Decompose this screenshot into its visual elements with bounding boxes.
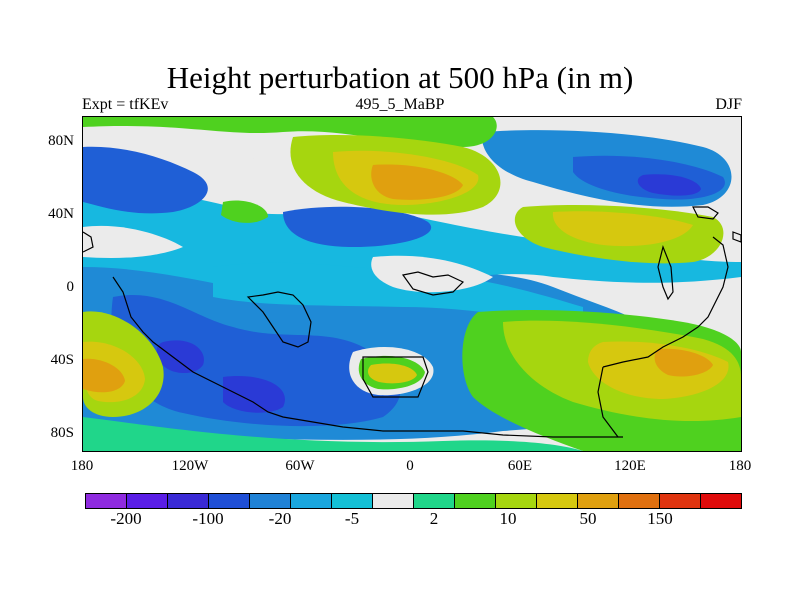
colorbar-label: 10 [499, 509, 517, 528]
colorbar-swatch [127, 494, 168, 508]
lon-label-180w: 180 [70, 458, 94, 474]
coastline [83, 206, 741, 438]
colorbar-swatch [373, 494, 414, 508]
map-panel [82, 116, 742, 452]
experiment-label: Expt = tfKEv [82, 96, 169, 113]
colorbar-swatch [209, 494, 250, 508]
colorbar-swatch [291, 494, 332, 508]
positive-region [83, 417, 583, 451]
negative-region [283, 206, 432, 247]
negative-region [111, 294, 401, 427]
colorbar-label: 2 [429, 509, 439, 528]
period-label: 495_5_MaBP [355, 96, 445, 113]
lat-label-80s: 80S [50, 425, 74, 441]
negative-region [223, 376, 285, 413]
lon-label-120e: 120E [614, 458, 646, 474]
lon-label-180e: 180 [728, 458, 752, 474]
negative-region [83, 146, 208, 214]
positive-region [221, 200, 268, 223]
positive-region [367, 363, 417, 384]
colorbar-label: 50 [579, 509, 597, 528]
negative-region [213, 262, 583, 327]
colorbar-swatch [578, 494, 619, 508]
colorbar-swatch [332, 494, 373, 508]
neutral-region [83, 225, 183, 258]
positive-region [552, 211, 693, 247]
negative-region [637, 174, 701, 196]
colorbar-swatch [455, 494, 496, 508]
colorbar-label: -100 [192, 509, 224, 528]
colorbar-label: -200 [110, 509, 142, 528]
positive-region [654, 348, 713, 377]
colorbar-swatch [86, 494, 127, 508]
lon-label-120w: 120W [171, 458, 209, 474]
positive-region [83, 358, 125, 393]
season-label: DJF [715, 96, 742, 113]
colorbar-swatch [168, 494, 209, 508]
colorbar-swatch [660, 494, 701, 508]
colorbar-label: 150 [647, 509, 673, 528]
lon-label-60e: 60E [507, 458, 533, 474]
lat-label-40n: 40N [48, 206, 74, 222]
contour-field [83, 117, 741, 451]
colorbar-swatch [537, 494, 578, 508]
lon-label-0: 0 [406, 458, 414, 474]
colorbar [85, 493, 742, 509]
lat-label-80n: 80N [48, 133, 74, 149]
colorbar-swatch [250, 494, 291, 508]
colorbar-swatch [619, 494, 660, 508]
colorbar-swatch [701, 494, 741, 508]
neutral-region [233, 155, 303, 191]
colorbar-swatch [414, 494, 455, 508]
positive-region [371, 164, 463, 200]
colorbar-swatch [496, 494, 537, 508]
negative-region [156, 340, 204, 374]
lat-label-equator: 0 [66, 279, 75, 295]
colorbar-label: -5 [344, 509, 360, 528]
colorbar-label: -20 [268, 509, 292, 528]
lon-label-60w: 60W [285, 458, 315, 474]
map-title: Height perturbation at 500 hPa (in m) [166, 60, 634, 95]
lat-label-40s: 40S [50, 352, 74, 368]
